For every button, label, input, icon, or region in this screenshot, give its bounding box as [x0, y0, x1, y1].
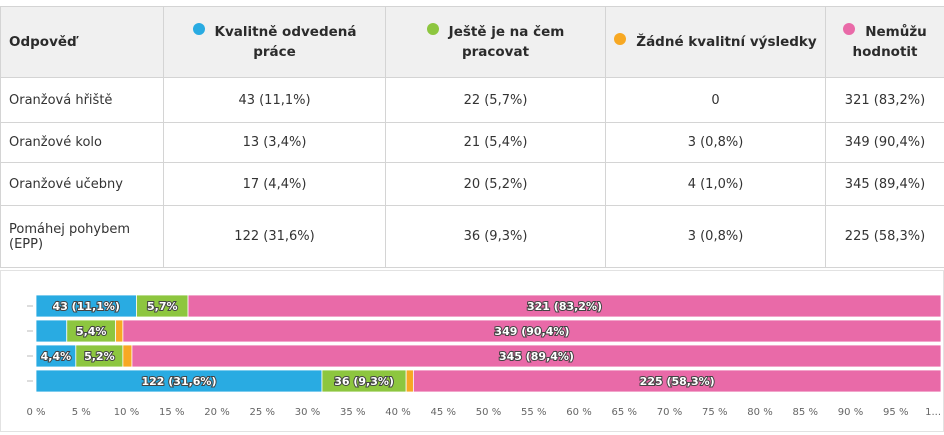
header-cell: Ještě je na čem pracovat [386, 7, 606, 78]
x-tick-label: 75 % [702, 407, 727, 418]
x-tick-label: 90 % [838, 407, 863, 418]
x-tick-label: 30 % [295, 407, 320, 418]
bar-label: 225 (58,3%) [640, 375, 715, 388]
table-cell: 0 [606, 78, 826, 123]
header-cell: Nemůžu hodnotit [826, 7, 944, 78]
x-tick-label: 80 % [747, 407, 772, 418]
table-row: Pomáhej pohybem (EPP)122 (31,6%)36 (9,3%… [1, 206, 944, 268]
x-tick-label: 0 % [26, 407, 45, 418]
x-tick-label: 65 % [612, 407, 637, 418]
table-cell: 22 (5,7%) [386, 78, 606, 123]
chart-box: 0 % 5 % 10 % 15 % 20 % 25 % 30 % 35 % 40 % 45 % 50… [0, 270, 944, 432]
x-tick-label: 85 % [793, 407, 818, 418]
x-tick-label: 20 % [204, 407, 229, 418]
bar-label: 5,2% [84, 350, 115, 363]
header-text: Kvalitně odvedená práce [215, 24, 357, 60]
bar-label: 43 (11,1%) [53, 300, 120, 313]
x-tick-label: 50 % [476, 407, 501, 418]
results-table: Odpověď Kvalitně odvedená práce Ještě je n… [0, 6, 944, 268]
x-tick-label: 15 % [159, 407, 184, 418]
bar-label: 345 (89,4%) [499, 350, 574, 363]
table-cell: 13 (3,4%) [164, 123, 386, 163]
table-cell: 36 (9,3%) [386, 206, 606, 268]
legend-dot [427, 23, 439, 35]
bar-label: 5,7% [147, 300, 178, 313]
x-tick-label: 45 % [431, 407, 456, 418]
header-text: Odpověď [9, 34, 77, 50]
bar-segment [36, 320, 67, 342]
bar-label: 5,4% [76, 325, 107, 338]
legend-dot [614, 33, 626, 45]
bar-segment [116, 320, 123, 342]
x-tick-label: 60 % [566, 407, 591, 418]
table-cell: 225 (58,3%) [826, 206, 944, 268]
bar-label: 4,4% [41, 350, 72, 363]
x-tick-label: 5 % [72, 407, 91, 418]
header-cell: Žádné kvalitní výsledky [606, 7, 826, 78]
row-label: Oranžové kolo [1, 123, 164, 163]
table-cell: 122 (31,6%) [164, 206, 386, 268]
table-cell: 4 (1,0%) [606, 163, 826, 206]
table-cell: 3 (0,8%) [606, 123, 826, 163]
x-tick-label: 70 % [657, 407, 682, 418]
bar-label: 321 (83,2%) [527, 300, 602, 313]
header-text: Ještě je na čem pracovat [449, 24, 565, 60]
table-cell: 3 (0,8%) [606, 206, 826, 268]
bar-segment [406, 370, 413, 392]
header-text: Nemůžu hodnotit [853, 24, 927, 60]
x-tick-label: 40 % [385, 407, 410, 418]
bar-segment [123, 345, 132, 367]
header-cell: Odpověď [1, 7, 164, 78]
header-cell: Kvalitně odvedená práce [164, 7, 386, 78]
header-row: Odpověď Kvalitně odvedená práce Ještě je n… [1, 7, 944, 78]
row-label: Pomáhej pohybem (EPP) [1, 206, 164, 268]
x-tick-label: 95 % [883, 407, 908, 418]
x-tick-label: 10 % [114, 407, 139, 418]
bar-label: 349 (90,4%) [494, 325, 569, 338]
table-cell: 349 (90,4%) [826, 123, 944, 163]
table-cell: 17 (4,4%) [164, 163, 386, 206]
legend-dot [843, 23, 855, 35]
header-text: Žádné kvalitní výsledky [636, 34, 816, 50]
table-cell: 20 (5,2%) [386, 163, 606, 206]
x-tick-label: 55 % [521, 407, 546, 418]
x-tick-label: 25 % [250, 407, 275, 418]
row-label: Oranžové učebny [1, 163, 164, 206]
chart: 0 % 5 % 10 % 15 % 20 % 25 % 30 % 35 % 40 % 45 % 50… [1, 271, 943, 431]
table-cell: 345 (89,4%) [826, 163, 944, 206]
x-tick-label: 1... [925, 407, 941, 418]
table-cell: 321 (83,2%) [826, 78, 944, 123]
table-cell: 43 (11,1%) [164, 78, 386, 123]
legend-dot [193, 23, 205, 35]
table-cell: 21 (5,4%) [386, 123, 606, 163]
bar-label: 36 (9,3%) [334, 375, 394, 388]
x-tick-label: 35 % [340, 407, 365, 418]
row-label: Oranžová hřiště [1, 78, 164, 123]
bar-label: 122 (31,6%) [141, 375, 216, 388]
